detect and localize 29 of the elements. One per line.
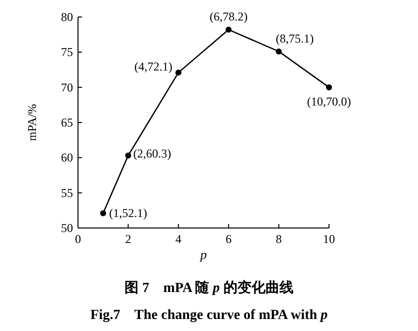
x-tick-label: 4	[175, 232, 182, 246]
y-tick-label: 70	[61, 80, 73, 94]
data-label: (2,60.3)	[133, 146, 172, 161]
point	[125, 152, 132, 159]
data-label: (4,72.1)	[134, 60, 172, 74]
x-axis-title: p	[199, 247, 208, 262]
x-tick-label: 0	[75, 232, 81, 246]
y-tick-label: 50	[61, 221, 73, 235]
point	[276, 48, 282, 54]
x-tick-label: 2	[125, 232, 132, 246]
data-label: (8,75.1)	[276, 31, 314, 46]
point	[100, 210, 106, 216]
y-axis-title: mPA/%	[25, 104, 39, 141]
x-tick-label: 8	[276, 232, 282, 246]
x-tick-label: 10	[323, 232, 335, 246]
x-tick-label: 6	[226, 232, 232, 246]
y-tick-label: 65	[61, 116, 73, 130]
text: 图 7 mPA 随 p 的变化曲线	[124, 279, 294, 296]
y-tick-label: 60	[61, 150, 73, 165]
data-label: (1,52.1)	[109, 206, 148, 220]
point	[326, 84, 332, 90]
data-label: (10,70.0)	[307, 94, 351, 108]
y-tick-label: 80	[61, 10, 73, 24]
y-tick-label: 75	[61, 45, 73, 60]
point	[175, 70, 182, 76]
data-label: (6,78.2)	[210, 10, 248, 24]
y-tick-label: 55	[61, 186, 73, 200]
point	[226, 26, 232, 33]
text: Fig.7 The change curve of mPA with p	[90, 308, 328, 323]
